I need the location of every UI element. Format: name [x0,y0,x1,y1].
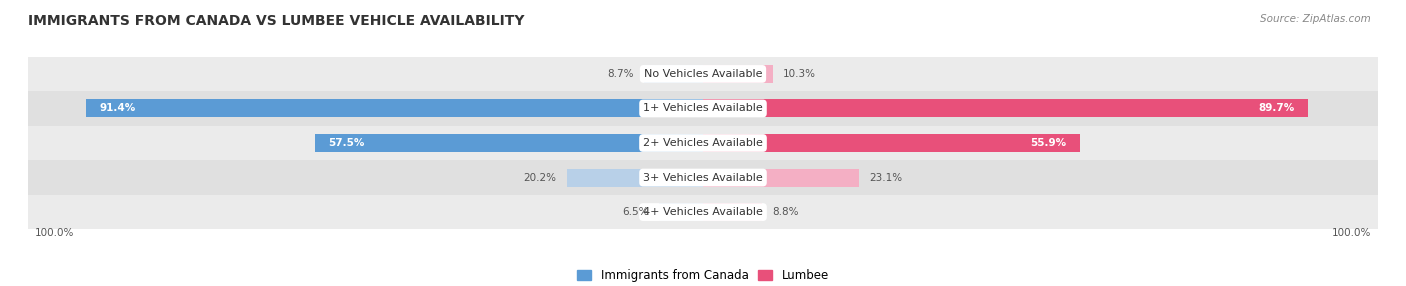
Bar [28,126,1378,160]
Text: 23.1%: 23.1% [869,172,903,182]
Bar [567,168,703,186]
Text: 4+ Vehicles Available: 4+ Vehicles Available [643,207,763,217]
Bar [703,168,859,186]
Bar [28,195,1378,229]
Text: 8.8%: 8.8% [772,207,799,217]
Bar [703,203,762,221]
Text: 100.0%: 100.0% [35,228,75,238]
Text: 91.4%: 91.4% [100,104,136,114]
Legend: Immigrants from Canada, Lumbee: Immigrants from Canada, Lumbee [572,265,834,286]
Bar [28,57,1378,91]
Text: 10.3%: 10.3% [783,69,815,79]
Bar [28,91,1378,126]
Text: 89.7%: 89.7% [1258,104,1295,114]
Text: 3+ Vehicles Available: 3+ Vehicles Available [643,172,763,182]
Text: Source: ZipAtlas.com: Source: ZipAtlas.com [1260,14,1371,24]
Bar [28,160,1378,195]
Bar [703,134,1080,152]
Bar [644,65,703,83]
Text: 100.0%: 100.0% [1331,228,1371,238]
Bar [315,134,703,152]
Text: 1+ Vehicles Available: 1+ Vehicles Available [643,104,763,114]
Bar [703,100,1309,118]
Text: 55.9%: 55.9% [1031,138,1067,148]
Text: 8.7%: 8.7% [607,69,634,79]
Text: 6.5%: 6.5% [623,207,650,217]
Bar [703,65,772,83]
Bar [86,100,703,118]
Bar [659,203,703,221]
Text: 20.2%: 20.2% [523,172,557,182]
Text: No Vehicles Available: No Vehicles Available [644,69,762,79]
Text: IMMIGRANTS FROM CANADA VS LUMBEE VEHICLE AVAILABILITY: IMMIGRANTS FROM CANADA VS LUMBEE VEHICLE… [28,14,524,28]
Text: 2+ Vehicles Available: 2+ Vehicles Available [643,138,763,148]
Text: 57.5%: 57.5% [329,138,364,148]
